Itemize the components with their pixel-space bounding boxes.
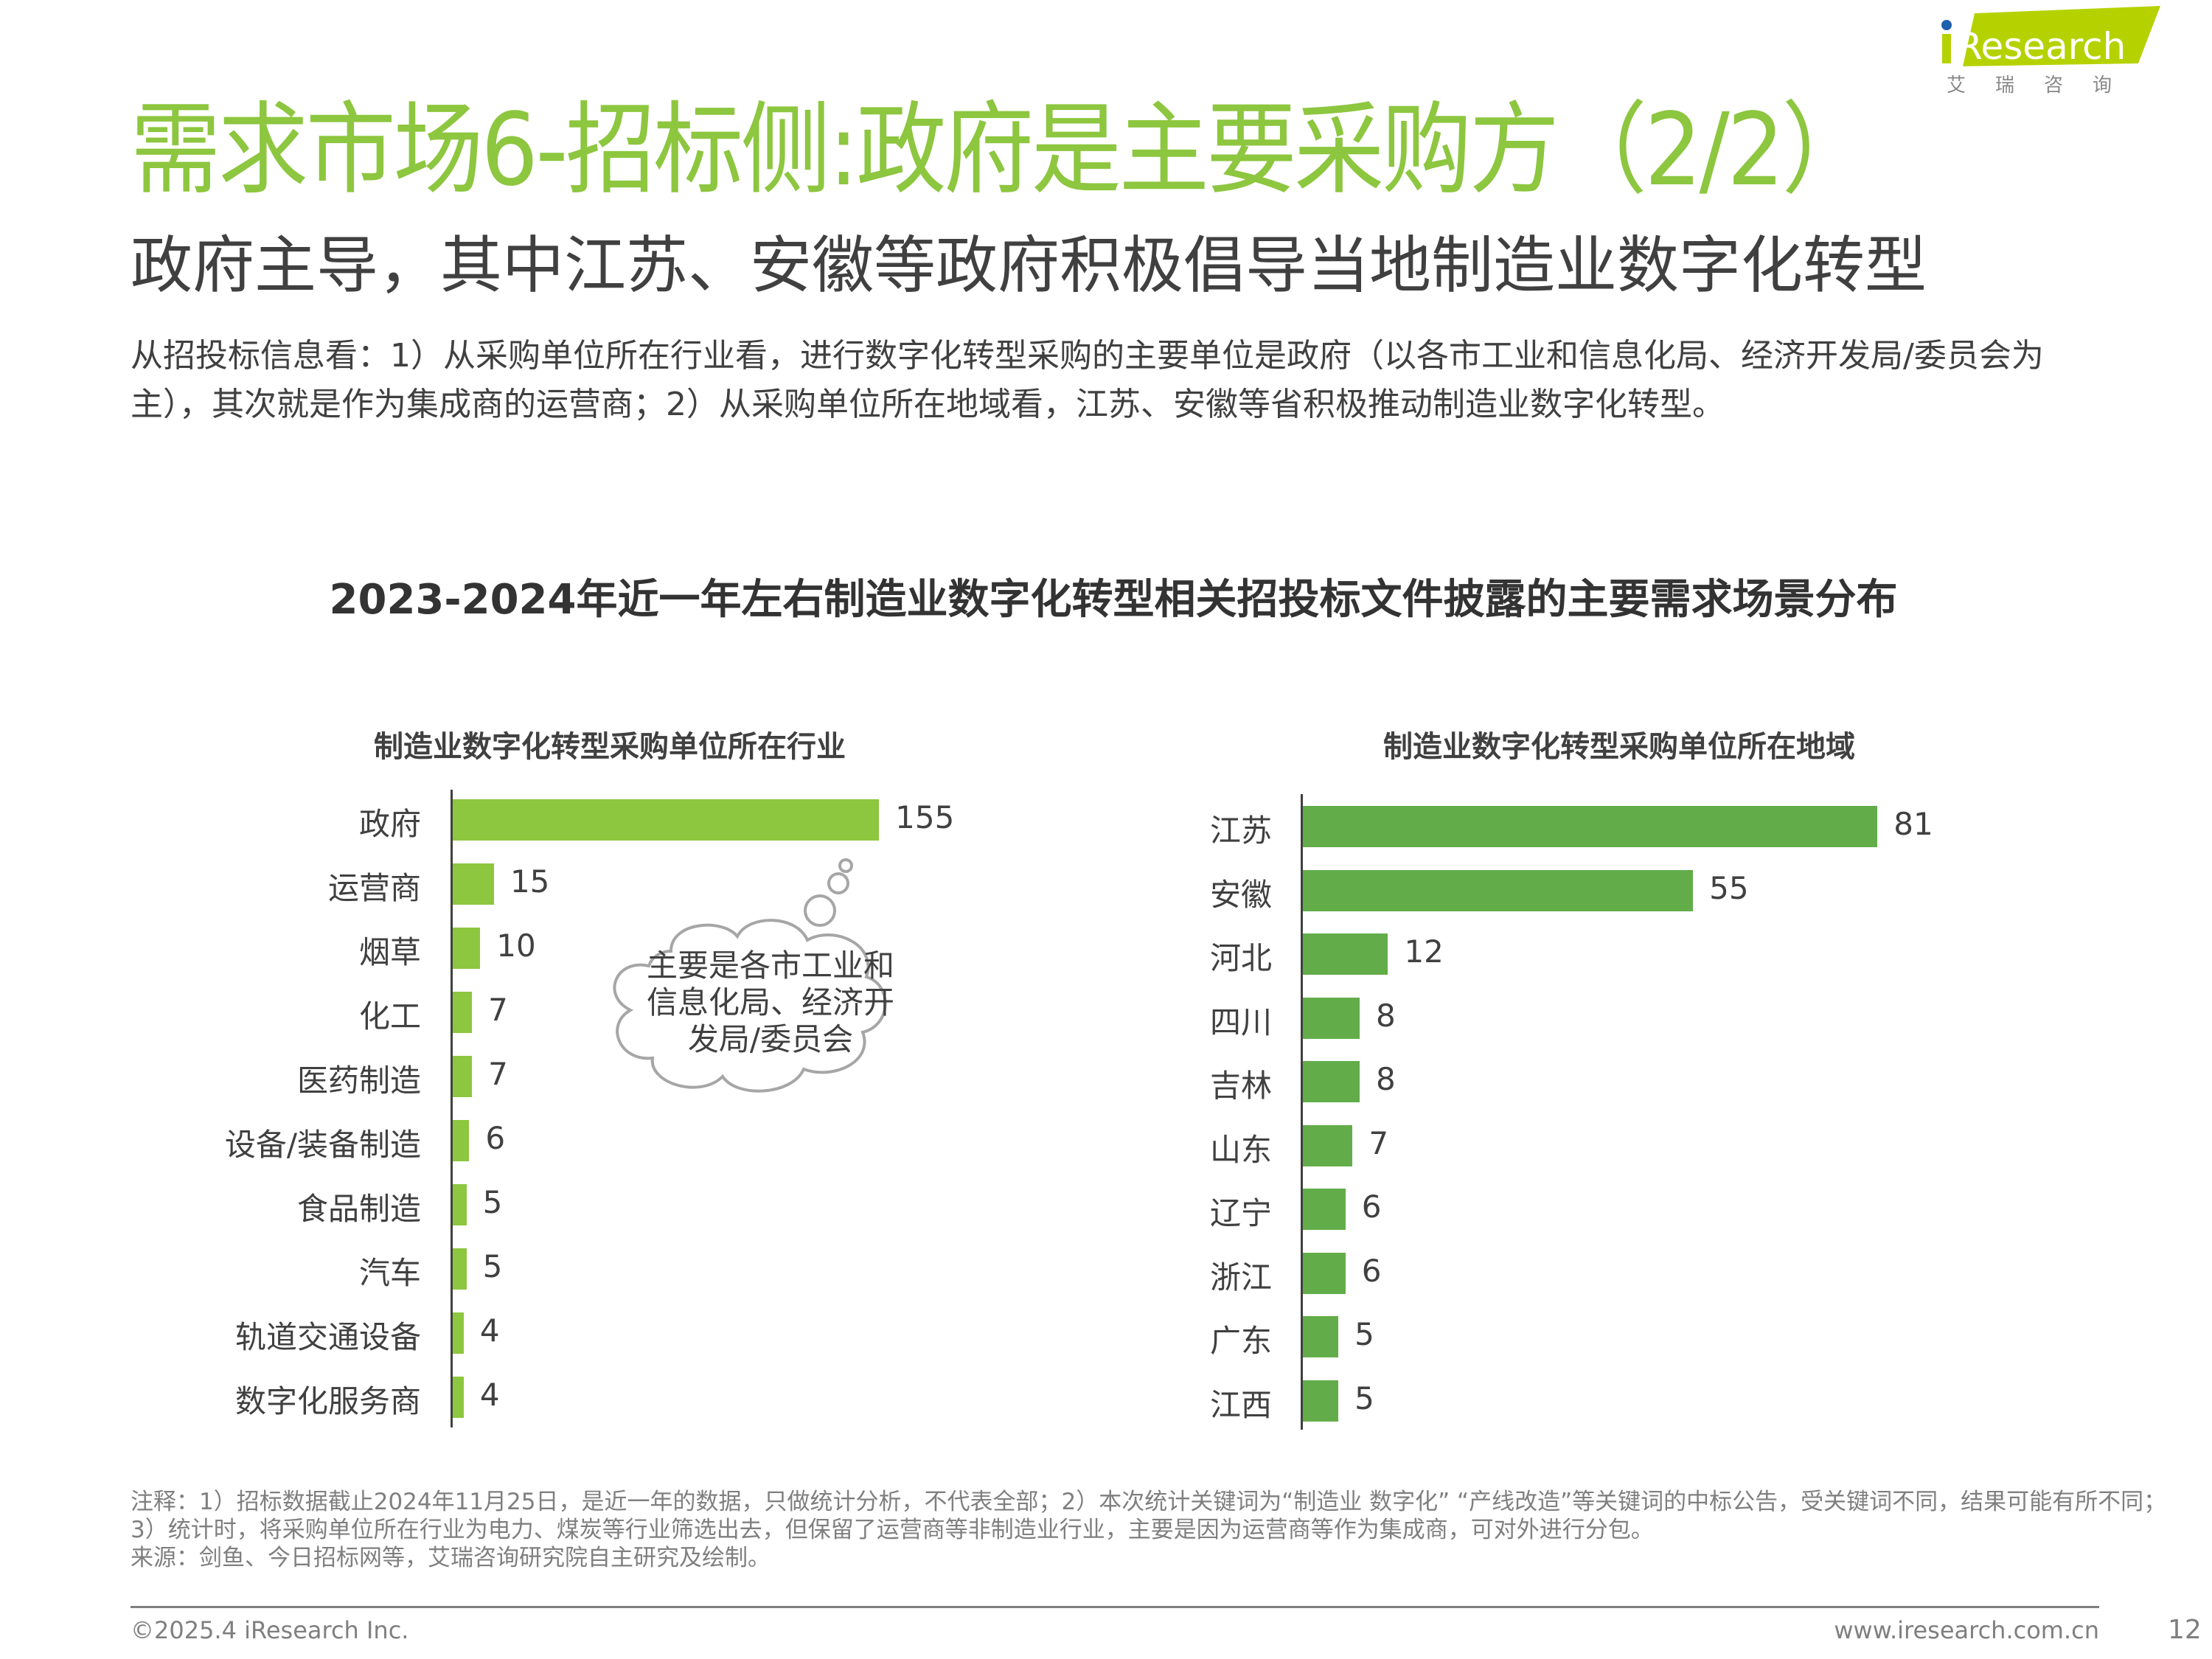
y-axis	[451, 790, 453, 1427]
bar	[1303, 933, 1388, 975]
bar	[453, 1120, 470, 1161]
category-label: 安徽	[1209, 876, 1272, 913]
category-label: 数字化服务商	[234, 1383, 421, 1419]
data-label: 55	[1709, 869, 1749, 906]
notes-text: 注释：1）招标数据截止2024年11月25日，是近一年的数据，只做统计分析，不代…	[131, 1489, 2167, 1543]
bar	[453, 863, 494, 905]
copyright: ©2025.4 iResearch Inc.	[131, 1616, 409, 1644]
bar	[1303, 1380, 1339, 1422]
page-number: 12	[2168, 1615, 2202, 1645]
data-label: 7	[1368, 1124, 1389, 1161]
bar	[1303, 1252, 1346, 1294]
right-chart-title: 制造业数字化转型采购单位所在地域	[1383, 730, 1855, 764]
page-title: 需求市场6-招标侧:政府是主要采购方（2/2）	[131, 92, 1872, 209]
category-label: 河北	[1209, 940, 1272, 976]
footnotes: 注释：1）招标数据截止2024年11月25日，是近一年的数据，只做统计分析，不代…	[131, 1488, 2188, 1572]
bar	[453, 992, 473, 1033]
svg-text:Research: Research	[1957, 25, 2126, 68]
data-label: 6	[1361, 1252, 1382, 1289]
data-label: 81	[1893, 806, 1933, 842]
category-label: 设备/装备制造	[224, 1127, 421, 1163]
footer-divider	[131, 1606, 2099, 1608]
bar	[1303, 1061, 1360, 1102]
bar	[1303, 1316, 1339, 1357]
data-label: 6	[485, 1120, 506, 1156]
left-chart-title: 制造业数字化转型采购单位所在行业	[374, 730, 846, 764]
y-axis	[1301, 794, 1303, 1430]
category-label: 吉林	[1209, 1068, 1272, 1104]
category-label: 江苏	[1209, 813, 1272, 849]
category-label: 医药制造	[296, 1062, 421, 1099]
category-label: 运营商	[327, 870, 421, 906]
bar	[453, 1312, 464, 1354]
data-label: 6	[1361, 1189, 1382, 1225]
category-label: 汽车	[358, 1255, 421, 1291]
category-label: 烟草	[358, 934, 421, 970]
data-label: 5	[482, 1184, 503, 1220]
category-label: 化工	[358, 998, 421, 1034]
data-label: 8	[1375, 997, 1396, 1034]
page-subtitle: 政府主导，其中江苏、安徽等政府积极倡导当地制造业数字化转型	[131, 229, 1927, 302]
bar	[453, 928, 481, 969]
data-label: 5	[482, 1248, 503, 1284]
data-label: 5	[1354, 1380, 1374, 1416]
description-text: 从招投标信息看：1）从采购单位所在行业看，进行数字化转型采购的主要单位是政府（以…	[131, 337, 2044, 423]
source-text: 来源：剑鱼、今日招标网等，艾瑞咨询研究院自主研究及绘制。	[131, 1545, 771, 1571]
data-label: 4	[479, 1312, 500, 1349]
bar	[453, 1056, 473, 1097]
thought-cloud	[613, 858, 887, 1093]
bar	[453, 799, 880, 841]
bar	[1303, 1189, 1346, 1230]
category-label: 广东	[1209, 1323, 1272, 1359]
bar	[453, 1248, 467, 1290]
svg-text:艾瑞咨询: 艾瑞咨询	[1947, 74, 2141, 97]
category-label: 食品制造	[296, 1191, 421, 1227]
category-label: 轨道交通设备	[234, 1319, 421, 1355]
data-label: 7	[488, 1056, 508, 1092]
bar	[1303, 869, 1694, 911]
category-label: 政府	[358, 806, 421, 842]
data-label: 12	[1404, 933, 1444, 970]
iresearch-logo: Research 艾瑞咨询	[1941, 6, 2160, 97]
bar	[453, 1184, 467, 1225]
data-label: 10	[496, 928, 536, 964]
bar	[1303, 806, 1878, 847]
category-label: 四川	[1209, 1004, 1272, 1040]
data-label: 8	[1375, 1061, 1396, 1097]
chart-title: 2023-2024年近一年左右制造业数字化转型相关招投标文件披露的主要需求场景分…	[329, 576, 1898, 624]
bar	[1303, 1124, 1353, 1166]
data-label: 4	[479, 1377, 500, 1413]
data-label: 7	[488, 992, 508, 1028]
category-label: 江西	[1209, 1386, 1272, 1423]
data-label: 15	[509, 863, 550, 900]
data-label: 5	[1354, 1316, 1374, 1352]
data-label: 155	[895, 799, 955, 835]
category-label: 山东	[1209, 1131, 1272, 1168]
cloud-annotation: 主要是各市工业和信息化局、经济开发局/委员会	[646, 947, 894, 1057]
category-label: 辽宁	[1209, 1195, 1272, 1231]
category-label: 浙江	[1209, 1259, 1272, 1295]
bar	[1303, 997, 1360, 1039]
website-link[interactable]: www.iresearch.com.cn	[1834, 1616, 2099, 1644]
bar	[453, 1377, 464, 1418]
